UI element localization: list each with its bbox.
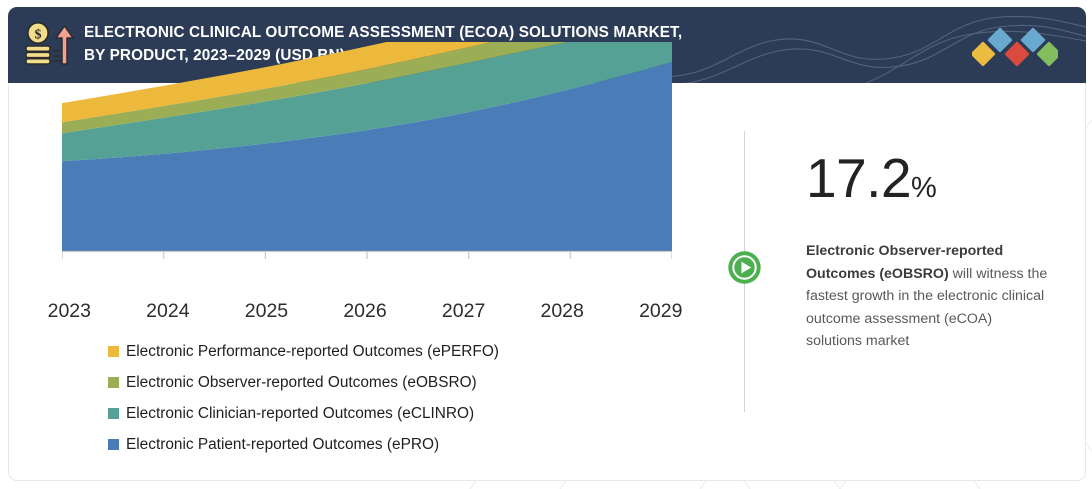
area-eclinro	[62, 42, 672, 162]
svg-text:$: $	[35, 27, 42, 42]
play-icon[interactable]	[727, 250, 762, 285]
legend-swatch-eobsro	[108, 377, 119, 388]
x-tick-2029: 2029	[639, 300, 683, 322]
chart-legend: Electronic Performance-reported Outcomes…	[108, 336, 668, 460]
legend-swatch-eperfo	[108, 346, 119, 357]
stacked-area-chart: 2023 2024 2025 2026 2027 2028 2029 Elect…	[20, 42, 710, 453]
legend-item-eobsro: Electronic Observer-reported Outcomes (e…	[108, 367, 668, 398]
area-epro	[62, 62, 672, 252]
legend-item-eperfo: Electronic Performance-reported Outcomes…	[108, 336, 668, 367]
area-eperfo	[62, 42, 492, 123]
highlight-description-bold: Electronic Observer-reported Outcomes (e…	[806, 243, 1004, 282]
legend-item-epro: Electronic Patient-reported Outcomes (eP…	[108, 429, 668, 460]
x-tick-2026: 2026	[343, 300, 387, 322]
legend-swatch-epro	[108, 439, 119, 450]
money-growth-icon: $	[25, 21, 74, 65]
page-title: ELECTRONIC CLINICAL OUTCOME ASSESSMENT (…	[84, 24, 683, 64]
diamond-logo	[972, 27, 1058, 67]
highlight-description: Electronic Observer-reported Outcomes (e…	[806, 240, 1051, 353]
x-axis-tick-labels: 2023 2024 2025 2026 2027 2028 2029	[20, 300, 710, 330]
highlight-number: 17.2	[806, 147, 912, 209]
chart-plot-area	[62, 42, 672, 252]
x-tick-2023: 2023	[47, 300, 91, 322]
x-axis	[62, 250, 672, 259]
legend-label-epro: Electronic Patient-reported Outcomes (eP…	[126, 435, 440, 453]
legend-swatch-eclinro	[108, 408, 119, 419]
legend-label-eperfo: Electronic Performance-reported Outcomes…	[126, 342, 499, 360]
highlight-unit: %	[911, 172, 937, 204]
header-wave-decoration	[656, 15, 1086, 83]
x-tick-2024: 2024	[146, 300, 190, 322]
highlight-value: 17.2%	[806, 151, 937, 206]
area-eobsro	[62, 42, 568, 134]
x-tick-2028: 2028	[540, 300, 584, 322]
area-series-group	[62, 42, 672, 252]
x-tick-2025: 2025	[244, 300, 289, 322]
legend-item-eclinro: Electronic Clinician-reported Outcomes (…	[108, 398, 668, 429]
x-tick-2027: 2027	[441, 300, 486, 322]
legend-label-eclinro: Electronic Clinician-reported Outcomes (…	[126, 404, 475, 422]
legend-label-eobsro: Electronic Observer-reported Outcomes (e…	[126, 373, 477, 391]
